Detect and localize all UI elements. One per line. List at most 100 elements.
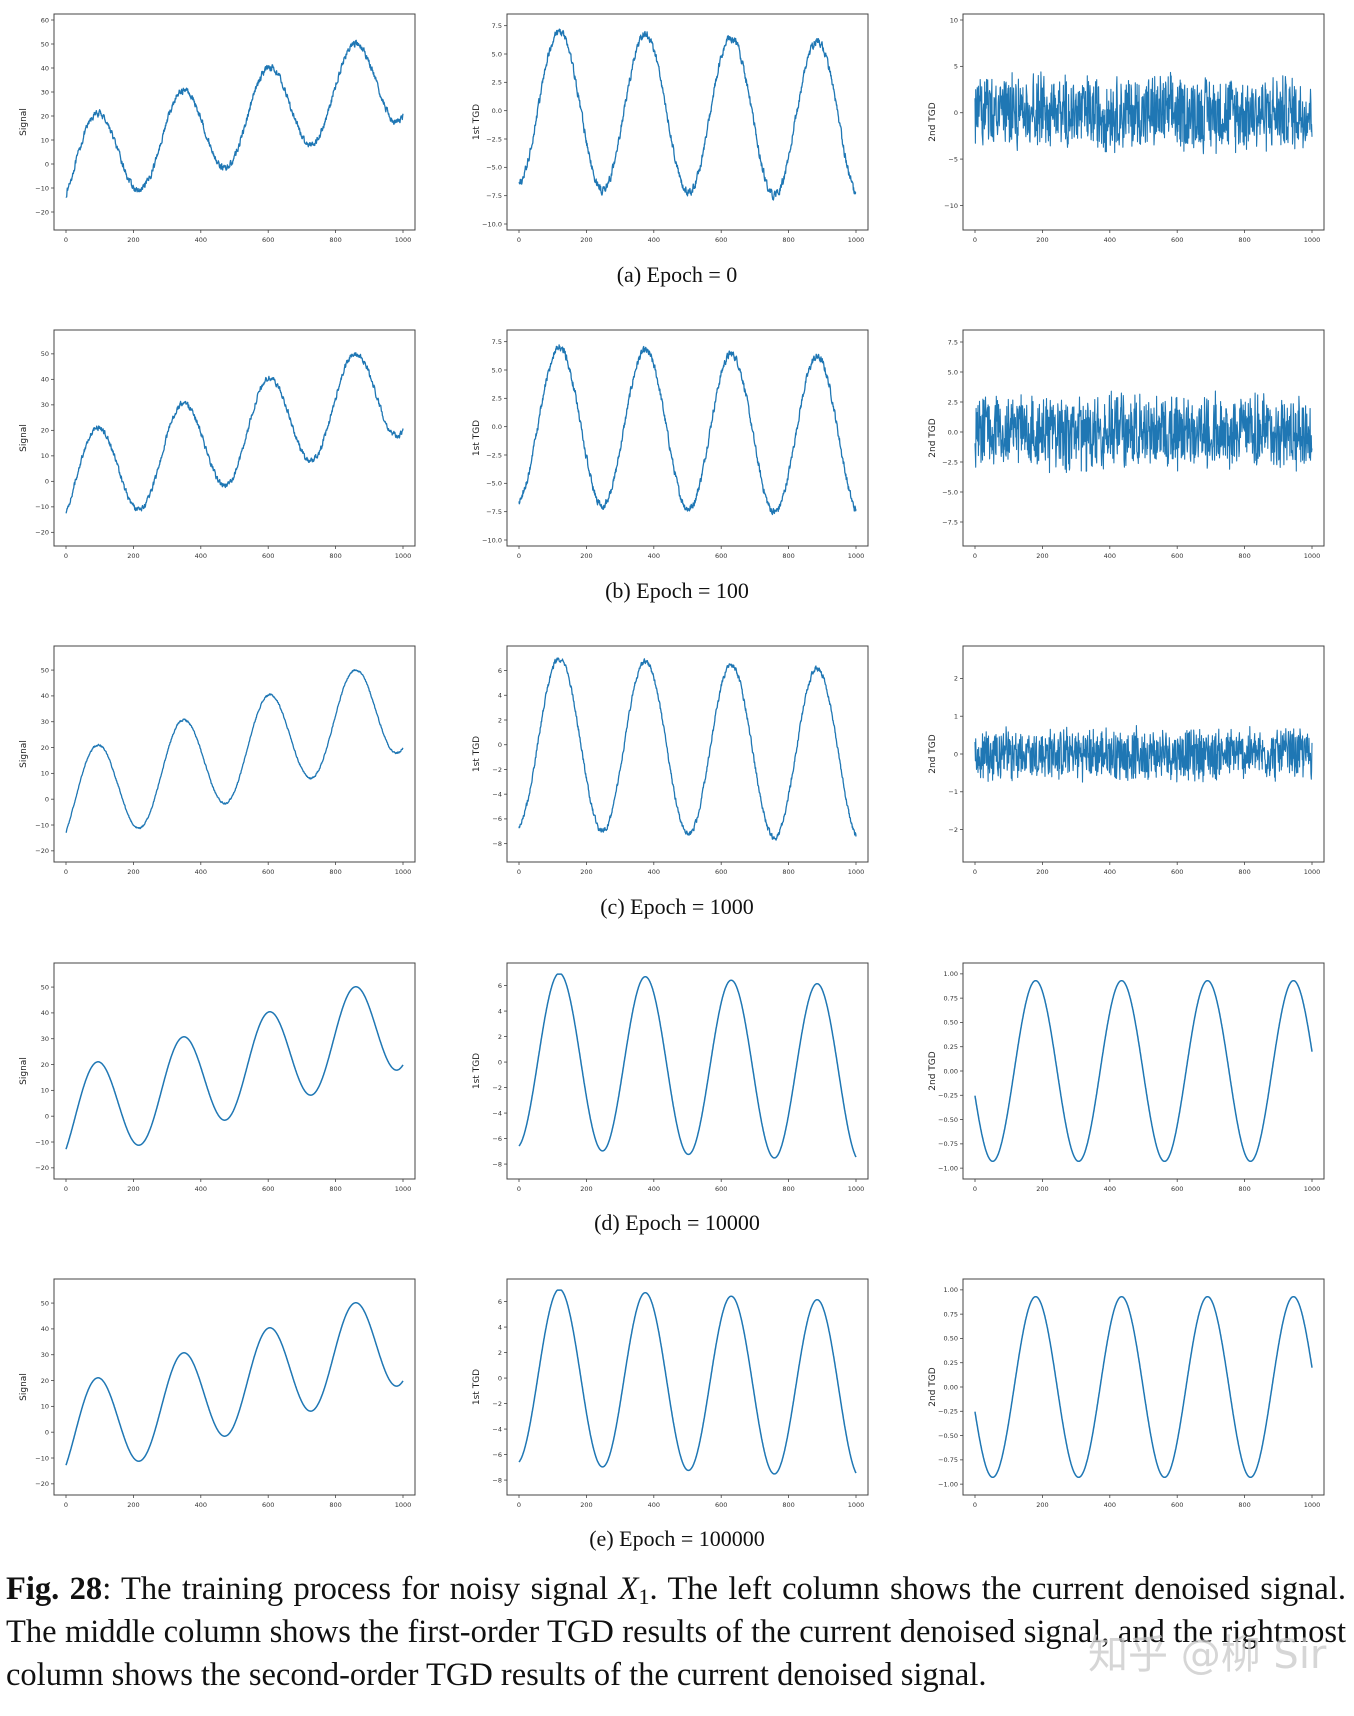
- series-line: [65, 986, 404, 1150]
- x-tick-label: 1000: [848, 236, 865, 244]
- y-tick-label: 40: [41, 64, 49, 72]
- x-tick-label: 400: [195, 1185, 207, 1193]
- x-tick-label: 400: [648, 1185, 660, 1193]
- x-tick-label: 800: [329, 1185, 341, 1193]
- x-tick-label: 600: [715, 236, 727, 244]
- y-tick-label: 7.5: [492, 338, 502, 346]
- x-tick-label: 800: [1238, 1185, 1250, 1193]
- series-line: [65, 1302, 404, 1466]
- x-tick-label: 200: [1036, 236, 1048, 244]
- x-tick-label: 0: [973, 1185, 977, 1193]
- y-tick-label: 2.5: [492, 395, 502, 403]
- y-tick-label: 0.50: [944, 1335, 958, 1343]
- y-tick-label: 40: [41, 1325, 49, 1333]
- y-tick-label: 50: [41, 1299, 49, 1307]
- x-tick-label: 200: [580, 552, 592, 560]
- y-tick-label: −10: [35, 503, 49, 511]
- y-tick-label: −10.0: [482, 220, 502, 228]
- y-tick-label: 20: [41, 744, 49, 752]
- y-axis-label: 1st TGD: [472, 104, 482, 140]
- x-tick-label: 400: [648, 552, 660, 560]
- y-tick-label: −10: [944, 202, 958, 210]
- x-tick-label: 1000: [1304, 868, 1321, 876]
- y-tick-label: −7.5: [942, 518, 958, 526]
- y-tick-label: −2: [492, 1400, 502, 1408]
- x-tick-label: 0: [973, 1501, 977, 1509]
- x-tick-label: 800: [782, 552, 794, 560]
- y-tick-label: 0.75: [944, 994, 958, 1002]
- x-tick-label: 600: [715, 1185, 727, 1193]
- y-tick-label: −5.0: [942, 488, 958, 496]
- y-tick-label: 30: [41, 88, 49, 96]
- chart-panel-r0-c2: 0 200 400 600 800 1000 −10 −5 0 5 10 2nd TGD: [928, 13, 1325, 244]
- series-line: [65, 669, 404, 833]
- y-tick-label: −5: [948, 155, 958, 163]
- x-tick-label: 0: [973, 236, 977, 244]
- x-tick-label: 800: [329, 552, 341, 560]
- y-tick-label: 1.00: [944, 970, 958, 978]
- y-tick-label: 7.5: [948, 338, 958, 346]
- x-tick-label: 600: [1171, 868, 1183, 876]
- x-tick-label: 200: [127, 1501, 139, 1509]
- y-tick-label: −2.5: [942, 458, 958, 466]
- y-tick-label: 50: [41, 40, 49, 48]
- chart-panel-r3-c0: 0 200 400 600 800 1000 −20 −10 0 10 20 30 40 50 Signal: [19, 962, 416, 1193]
- y-tick-label: 0: [498, 1374, 502, 1382]
- x-tick-label: 200: [1036, 1501, 1048, 1509]
- y-tick-label: 60: [41, 16, 49, 24]
- y-tick-label: 10: [41, 770, 49, 778]
- y-tick-label: 0.75: [944, 1310, 958, 1318]
- x-tick-label: 600: [1171, 1501, 1183, 1509]
- series-line: [518, 344, 857, 516]
- y-tick-label: 10: [41, 452, 49, 460]
- y-tick-label: 10: [41, 1403, 49, 1411]
- y-tick-label: −7.5: [486, 192, 502, 200]
- chart-panel-r1-c0: 0 200 400 600 800 1000 −20 −10 0 10 20 30 40 50 Signal: [19, 329, 416, 560]
- x-tick-label: 400: [648, 236, 660, 244]
- x-tick-label: 0: [64, 1501, 68, 1509]
- caption-variable: X: [618, 1571, 639, 1607]
- figure-label: Fig. 28: [6, 1571, 103, 1607]
- caption-subscript: 1: [638, 1584, 650, 1609]
- y-tick-label: 4: [498, 1323, 502, 1331]
- y-tick-label: −7.5: [486, 508, 502, 516]
- y-tick-label: −6: [492, 815, 502, 823]
- chart-panel-r3-c2: 0 200 400 600 800 1000 −1.00 −0.75 −0.50 −0.25 0.0…: [928, 962, 1325, 1193]
- x-tick-label: 600: [715, 868, 727, 876]
- x-tick-label: 800: [1238, 236, 1250, 244]
- chart-panel-r3-c1: 0 200 400 600 800 1000 −8 −6 −4 −2 0 2 4 6 1st TGD: [472, 962, 869, 1193]
- y-tick-label: 50: [41, 350, 49, 358]
- x-tick-label: 0: [64, 552, 68, 560]
- x-tick-label: 400: [1104, 868, 1116, 876]
- y-tick-label: 40: [41, 376, 49, 384]
- x-tick-label: 600: [262, 236, 274, 244]
- y-tick-label: 6: [498, 1298, 502, 1306]
- x-tick-label: 800: [1238, 552, 1250, 560]
- plot-frame: [506, 329, 869, 547]
- x-tick-label: 200: [1036, 868, 1048, 876]
- x-tick-label: 1000: [848, 552, 865, 560]
- x-tick-label: 400: [195, 236, 207, 244]
- y-tick-label: 20: [41, 427, 49, 435]
- y-tick-label: 30: [41, 1035, 49, 1043]
- chart-panel-r4-c1: 0 200 400 600 800 1000 −8 −6 −4 −2 0 2 4 6 1st TGD: [472, 1278, 869, 1509]
- x-tick-label: 1000: [1304, 1185, 1321, 1193]
- y-tick-label: −2: [948, 826, 958, 834]
- chart-panel-r4-c2: 0 200 400 600 800 1000 −1.00 −0.75 −0.50 −0.25 0.0…: [928, 1278, 1325, 1509]
- series-line: [518, 1289, 857, 1475]
- y-tick-label: 2.5: [492, 79, 502, 87]
- y-tick-label: 0: [45, 160, 49, 168]
- x-tick-label: 800: [782, 1501, 794, 1509]
- y-axis-label: Signal: [19, 424, 29, 452]
- x-tick-label: 0: [517, 552, 521, 560]
- y-tick-label: 10: [950, 16, 958, 24]
- y-tick-label: 4: [498, 1007, 502, 1015]
- y-tick-label: 0: [498, 1058, 502, 1066]
- y-tick-label: 10: [41, 136, 49, 144]
- chart-panel-r1-c2: 0 200 400 600 800 1000 −7.5 −5.0 −2.5 0.0 2.5 5.0 7.…: [928, 329, 1325, 560]
- x-tick-label: 600: [262, 868, 274, 876]
- x-tick-label: 600: [262, 1185, 274, 1193]
- x-tick-label: 400: [1104, 1501, 1116, 1509]
- chart-panel-r2-c1: 0 200 400 600 800 1000 −8 −6 −4 −2 0 2 4 6 1st TGD: [472, 645, 869, 876]
- plot-frame: [506, 13, 869, 231]
